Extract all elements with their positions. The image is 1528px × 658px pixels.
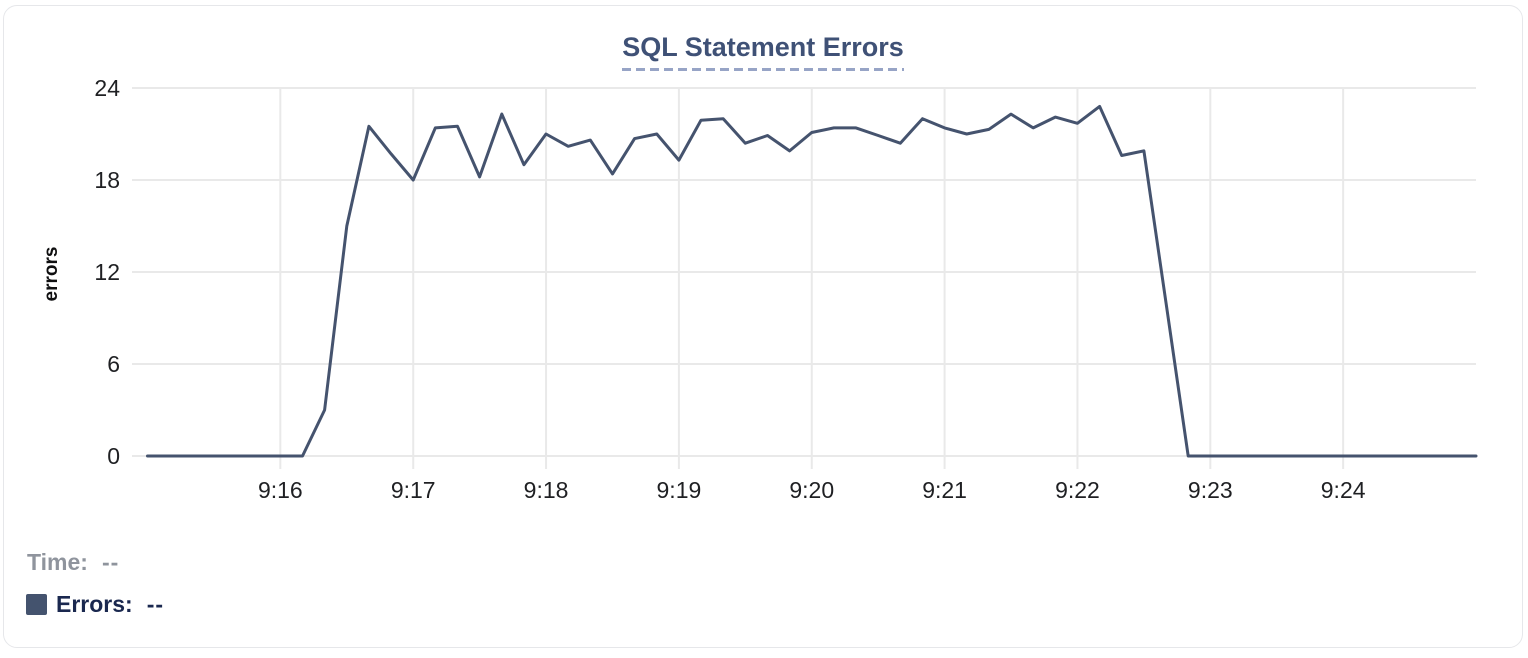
errors-value: -- xyxy=(146,591,165,617)
readout-errors-row: Errors: -- xyxy=(26,591,164,618)
chart-header: SQL Statement Errors xyxy=(4,32,1522,71)
x-tick-label: 9:21 xyxy=(922,477,967,503)
y-tick-label: 0 xyxy=(107,443,120,469)
time-label: Time: xyxy=(27,549,88,575)
errors-series-line xyxy=(146,104,1478,458)
errors-chart-plot[interactable]: 0 6 12 18 24 9:16 9:17 9:18 9:19 9:20 9:21 9:22 9:23… xyxy=(4,6,1528,658)
chart-title[interactable]: SQL Statement Errors xyxy=(622,32,904,71)
x-tick-label: 9:20 xyxy=(789,477,834,503)
x-tick-label: 9:16 xyxy=(258,477,303,503)
errors-label: Errors: xyxy=(56,591,133,617)
readout-time-row: Time: -- xyxy=(27,549,119,576)
x-tick-label: 9:24 xyxy=(1321,477,1366,503)
x-tick-label: 9:22 xyxy=(1055,477,1100,503)
x-tick-label: 9:18 xyxy=(524,477,569,503)
y-tick-label: 6 xyxy=(107,351,120,377)
chart-card: SQL Statement Errors errors 0 6 12 18 24 9:16… xyxy=(3,5,1523,648)
time-value: -- xyxy=(101,549,120,575)
x-tick-label: 9:23 xyxy=(1188,477,1233,503)
x-tick-label: 9:17 xyxy=(391,477,436,503)
errors-series-swatch xyxy=(26,594,47,615)
y-tick-label: 18 xyxy=(94,167,120,193)
x-tick-label: 9:19 xyxy=(657,477,702,503)
y-tick-label: 24 xyxy=(94,75,120,101)
y-tick-label: 12 xyxy=(94,259,120,285)
